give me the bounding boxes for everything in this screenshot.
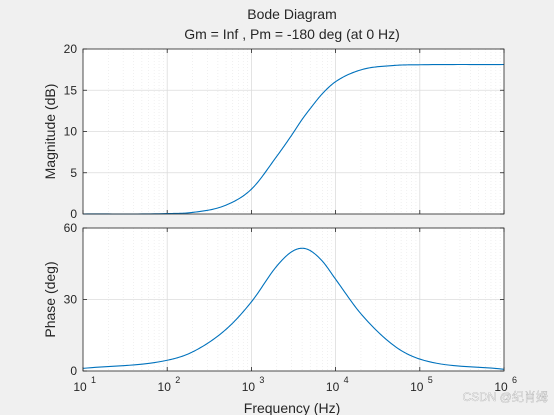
watermark: CSDN @纪肖姆 bbox=[462, 390, 548, 404]
y-tick-label: 30 bbox=[64, 293, 78, 307]
phase-curve bbox=[82, 247, 505, 370]
axes-frame bbox=[82, 227, 505, 372]
y-tick-label: 5 bbox=[70, 166, 77, 180]
magnitude-panel: 0 5 10 15 20 bbox=[64, 42, 505, 221]
x-tick-label: 10 bbox=[326, 380, 340, 394]
y-tick-label: 0 bbox=[70, 364, 77, 378]
x-tick-exponent: 4 bbox=[344, 375, 349, 385]
magnitude-axis-label: Magnitude (dB) bbox=[42, 84, 58, 180]
axes-frame bbox=[82, 48, 505, 215]
phase-axis-label: Phase (deg) bbox=[42, 261, 58, 337]
x-tick-exponent: 5 bbox=[428, 375, 433, 385]
frequency-axis-label: Frequency (Hz) bbox=[244, 400, 340, 415]
y-tick-label: 10 bbox=[64, 125, 78, 139]
y-tick-label: 60 bbox=[64, 221, 78, 235]
x-tick-exponent: 3 bbox=[259, 375, 264, 385]
x-tick-exponent: 6 bbox=[512, 375, 517, 385]
x-tick-exponent: 2 bbox=[175, 375, 180, 385]
chart-subtitle: Gm = Inf , Pm = -180 deg (at 0 Hz) bbox=[184, 26, 400, 42]
y-tick-label: 20 bbox=[64, 42, 78, 56]
x-tick-label: 10 bbox=[494, 380, 508, 394]
magnitude-curve bbox=[82, 63, 505, 215]
x-tick-exponent: 1 bbox=[91, 375, 96, 385]
x-tick-label: 10 bbox=[242, 380, 256, 394]
chart-title: Bode Diagram bbox=[247, 6, 337, 22]
x-tick-label: 10 bbox=[410, 380, 424, 394]
y-tick-label: 0 bbox=[70, 207, 77, 221]
x-tick-label: 10 bbox=[73, 380, 87, 394]
y-tick-label: 15 bbox=[64, 83, 78, 97]
x-tick-label: 10 bbox=[158, 380, 172, 394]
